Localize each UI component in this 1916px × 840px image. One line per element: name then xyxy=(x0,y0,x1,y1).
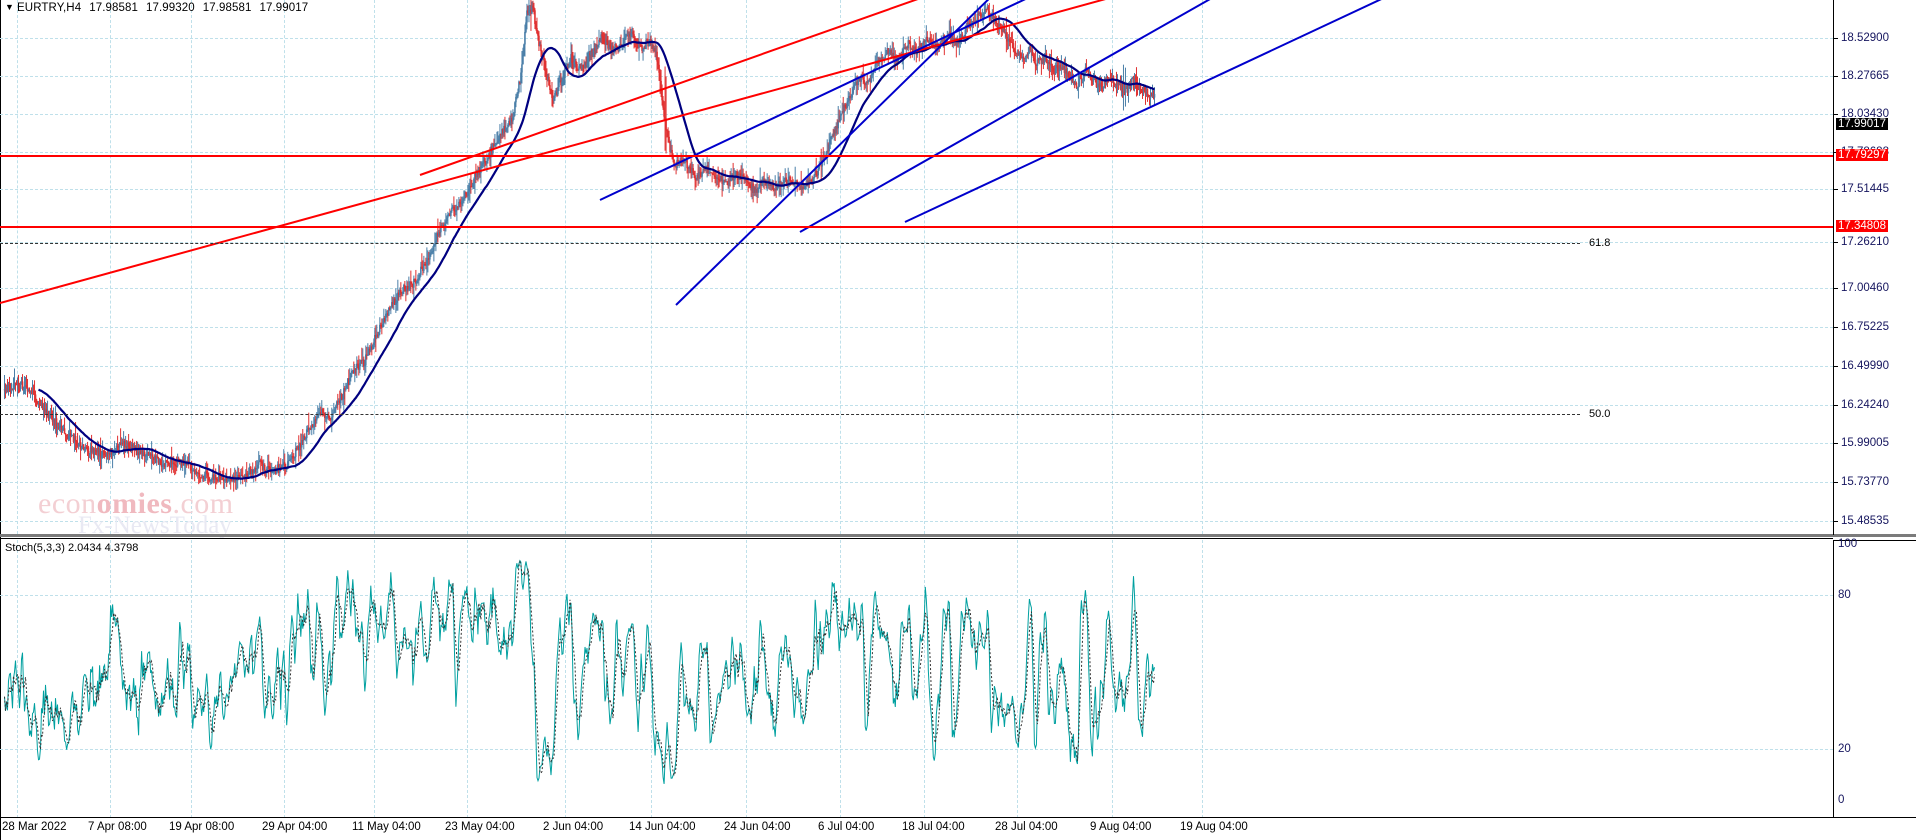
price-axis-label: 15.73770 xyxy=(1841,476,1889,488)
price-axis-tick xyxy=(1833,242,1838,243)
quote-open: 17.98581 xyxy=(89,2,138,14)
time-axis-label: 28 Jul 04:00 xyxy=(995,821,1058,833)
price-axis-tick xyxy=(1833,521,1838,522)
watermark-economies: economies.com xyxy=(38,487,234,520)
price-axis-label: 17.51445 xyxy=(1841,183,1889,195)
price-axis-label: 15.48535 xyxy=(1841,515,1889,527)
fibonacci-line xyxy=(0,414,1580,415)
indicator-axis[interactable] xyxy=(1833,540,1916,818)
time-axis-label: 18 Jul 04:00 xyxy=(902,821,965,833)
price-axis-tick xyxy=(1833,189,1838,190)
time-axis-label: 6 Jul 04:00 xyxy=(818,821,875,833)
price-axis-label: 18.27665 xyxy=(1841,70,1889,82)
price-axis-label: 17.00460 xyxy=(1841,282,1889,294)
quote-header: ▼ EURTRY,H4 17.98581 17.99320 17.98581 17.990… xyxy=(5,2,308,14)
symbol-timeframe-label: EURTRY,H4 xyxy=(17,2,82,14)
time-axis-label: 23 May 04:00 xyxy=(445,821,515,833)
price-level-label: 17.79297 xyxy=(1836,149,1888,161)
fibonacci-label: 61.8 xyxy=(1589,237,1611,249)
current-price-label: 17.99017 xyxy=(1836,118,1888,130)
moving-average-line xyxy=(38,17,1155,480)
trendline-blue-upper-left[interactable] xyxy=(599,0,1070,201)
price-axis-tick xyxy=(1833,38,1838,39)
trendline-red-upper[interactable] xyxy=(419,0,1000,176)
indicator-axis-label: 80 xyxy=(1838,589,1851,602)
price-axis-tick xyxy=(1833,366,1838,367)
horizontal-level-line[interactable] xyxy=(0,226,1833,228)
price-axis-tick xyxy=(1833,482,1838,483)
time-axis-label: 29 Apr 04:00 xyxy=(262,821,328,833)
time-axis-label: 2 Jun 04:00 xyxy=(543,821,604,833)
panel-separator[interactable] xyxy=(0,534,1916,537)
time-axis-label: 19 Apr 08:00 xyxy=(169,821,235,833)
horizontal-level-line[interactable] xyxy=(0,155,1833,157)
fibonacci-label: 50.0 xyxy=(1589,408,1611,420)
candlestick-series xyxy=(3,0,1156,492)
price-axis[interactable] xyxy=(1833,0,1916,535)
price-axis-tick xyxy=(1833,443,1838,444)
price-axis-tick xyxy=(1833,405,1838,406)
time-axis-label: 14 Jun 04:00 xyxy=(629,821,696,833)
price-axis-label: 16.49990 xyxy=(1841,360,1889,372)
quote-close: 17.99017 xyxy=(259,2,309,14)
panel-separator-line xyxy=(0,538,1833,539)
stochastic-k-line xyxy=(4,559,1155,784)
time-axis-label: 19 Aug 04:00 xyxy=(1180,821,1248,833)
stochastic-d-line xyxy=(4,559,1155,778)
price-chart-canvas xyxy=(0,0,1405,492)
time-axis-label: 11 May 04:00 xyxy=(352,821,421,833)
time-axis-line xyxy=(0,817,1916,818)
trendline-blue-lower-right[interactable] xyxy=(799,0,1226,233)
price-axis-label: 16.75225 xyxy=(1841,321,1889,333)
time-axis-label: 24 Jun 04:00 xyxy=(724,821,791,833)
price-axis-tick xyxy=(1833,114,1838,115)
price-axis-label: 15.99005 xyxy=(1841,437,1889,449)
price-axis-tick xyxy=(1833,76,1838,77)
trendline-red-lower[interactable] xyxy=(0,0,1182,304)
time-axis-label: 7 Apr 08:00 xyxy=(88,821,147,833)
price-axis-label: 18.52900 xyxy=(1841,32,1889,44)
price-axis-tick xyxy=(1833,327,1838,328)
fibonacci-line xyxy=(0,243,1580,244)
time-axis-label: 9 Aug 04:00 xyxy=(1090,821,1152,833)
time-axis-label: 28 Mar 2022 xyxy=(2,821,67,833)
price-level-label: 17.34808 xyxy=(1836,220,1888,232)
price-axis-tick xyxy=(1833,152,1838,153)
price-axis-label: 17.26210 xyxy=(1841,236,1889,248)
quote-low: 17.98581 xyxy=(202,2,252,14)
quote-high: 17.99320 xyxy=(145,2,195,14)
price-axis-tick xyxy=(1833,288,1838,289)
indicator-axis-label: 0 xyxy=(1838,794,1845,806)
trendline-blue-upper-right[interactable] xyxy=(904,0,1405,223)
trendline-blue-lower-left[interactable] xyxy=(675,0,1000,306)
indicator-axis-label: 20 xyxy=(1838,742,1851,755)
stochastic-canvas xyxy=(4,559,1155,784)
price-axis-label: 16.24240 xyxy=(1841,399,1889,411)
triangle-down-icon[interactable]: ▼ xyxy=(5,2,15,12)
indicator-axis-label: 100 xyxy=(1838,538,1858,550)
indicator-header-label: Stoch(5,3,3) 2.0434 4.3798 xyxy=(5,542,139,554)
price-axis-label: 18.03430 xyxy=(1841,108,1889,120)
